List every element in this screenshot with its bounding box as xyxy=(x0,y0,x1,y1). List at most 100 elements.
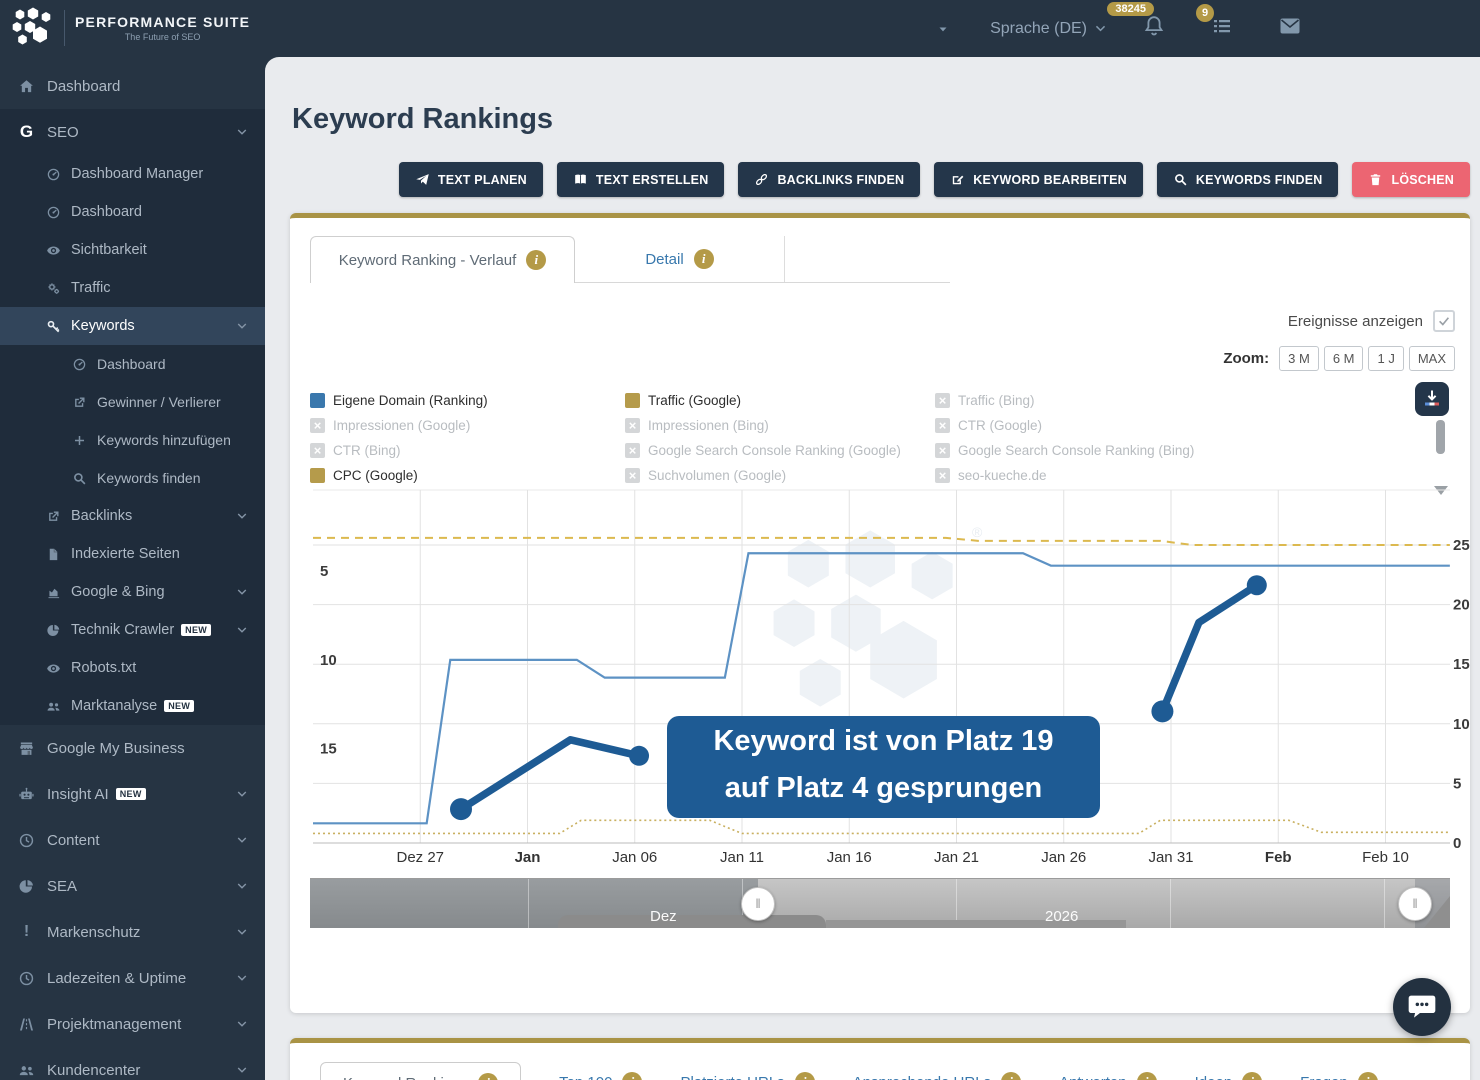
legend-item-impressionen-bing[interactable]: × Impressionen (Bing) xyxy=(625,413,935,438)
text-planen-button[interactable]: TEXT PLANEN xyxy=(398,162,543,197)
sidebar-item-kundencenter[interactable]: Kundencenter xyxy=(0,1047,265,1080)
tab-label: Keyword Rankings xyxy=(343,1075,468,1080)
löschen-button[interactable]: LÖSCHEN xyxy=(1352,162,1470,197)
zoom-1-j-button[interactable]: 1 J xyxy=(1368,346,1404,371)
backlinks-finden-button[interactable]: BACKLINKS FINDEN xyxy=(738,162,921,197)
legend-item-traffic-google[interactable]: Traffic (Google) xyxy=(625,388,935,413)
info-icon[interactable]: i xyxy=(526,250,547,270)
series-eigene-domain-ranking[interactable] xyxy=(313,552,1450,825)
keyword-bearbeiten-button[interactable]: KEYWORD BEARBEITEN xyxy=(934,162,1143,197)
download-chart-button[interactable] xyxy=(1415,382,1449,416)
legend-item-google-search-console-ranking-bing[interactable]: × Google Search Console Ranking (Bing) xyxy=(935,438,1420,463)
sidebar-item-projektmanagement[interactable]: Projektmanagement xyxy=(0,1001,265,1047)
sidebar-item-dashboard[interactable]: Dashboard xyxy=(0,345,265,383)
sidebar-item-dashboard[interactable]: Dashboard xyxy=(0,193,265,231)
button-label: KEYWORDS FINDEN xyxy=(1195,172,1323,187)
legend-item-traffic-bing[interactable]: × Traffic (Bing) xyxy=(935,388,1420,413)
tab-keyword-ranking-verlauf[interactable]: Keyword Ranking - Verlauf i xyxy=(310,236,575,283)
legend-label: CPC (Google) xyxy=(333,468,418,483)
x-axis-tick: Jan xyxy=(515,849,541,866)
events-checkbox[interactable] xyxy=(1433,310,1455,332)
legend-swatch xyxy=(310,393,325,408)
navigator-left-handle[interactable]: ‖ xyxy=(741,887,775,921)
legend-item-suchvolumen-google[interactable]: × Suchvolumen (Google) xyxy=(625,463,935,488)
legend-label: Eigene Domain (Ranking) xyxy=(333,393,488,408)
messages-button[interactable] xyxy=(1278,14,1302,43)
sidebar-item-sea[interactable]: SEA xyxy=(0,863,265,909)
zoom-3-m-button[interactable]: 3 M xyxy=(1279,346,1319,371)
notifications-badge: 38245 xyxy=(1107,2,1154,16)
bottom-tab-platzierte-urls[interactable]: Platzierte URLs i xyxy=(680,1062,815,1080)
users-icon xyxy=(18,1062,35,1079)
chart-range-navigator[interactable]: Dez 2026 ‖ ‖ xyxy=(310,878,1450,928)
page-title: Keyword Rankings xyxy=(292,103,554,135)
legend-item-impressionen-google[interactable]: × Impressionen (Google) xyxy=(310,413,625,438)
info-icon[interactable]: i xyxy=(1001,1072,1022,1080)
sidebar-item-keywords-hinzufügen[interactable]: Keywords hinzufügen xyxy=(0,421,265,459)
sidebar-item-keywords[interactable]: Keywords xyxy=(0,307,265,345)
sidebar-item-label: Content xyxy=(47,831,100,849)
sidebar-item-backlinks[interactable]: Backlinks xyxy=(0,497,265,535)
bottom-tab-top-100[interactable]: Top 100 i xyxy=(559,1062,643,1080)
tasks-list-button[interactable]: 9 xyxy=(1196,4,1234,43)
legend-label: Traffic (Google) xyxy=(648,393,742,408)
legend-item-seo-kueche-de[interactable]: × seo-kueche.de xyxy=(935,463,1420,488)
info-icon[interactable]: i xyxy=(622,1072,643,1080)
sidebar-item-marktanalyse[interactable]: Marktanalyse NEW xyxy=(0,687,265,725)
sidebar-item-ladezeiten-uptime[interactable]: Ladezeiten & Uptime xyxy=(0,955,265,1001)
sidebar-item-dashboard[interactable]: Dashboard xyxy=(0,63,265,109)
sidebar-item-label: Keywords xyxy=(71,318,135,334)
info-icon[interactable]: i xyxy=(693,249,714,269)
x-axis-tick: Jan 26 xyxy=(1041,849,1086,866)
series-traffic-google[interactable] xyxy=(313,819,1450,835)
sidebar-item-sichtbarkeit[interactable]: Sichtbarkeit xyxy=(0,231,265,269)
sidebar-item-markenschutz[interactable]: ! Markenschutz xyxy=(0,909,265,955)
bottom-tab-ansprechende-urls[interactable]: Ansprechende URLs i xyxy=(853,1062,1022,1080)
x-axis-tick: Jan 16 xyxy=(827,849,872,866)
keywords-finden-button[interactable]: KEYWORDS FINDEN xyxy=(1156,162,1339,197)
sidebar-item-keywords-finden[interactable]: Keywords finden xyxy=(0,459,265,497)
notifications-bell[interactable]: 38245 xyxy=(1107,2,1166,43)
sidebar-item-dashboard-manager[interactable]: Dashboard Manager xyxy=(0,155,265,193)
performance-suite-logo-icon xyxy=(10,7,58,49)
zoom-max-button[interactable]: MAX xyxy=(1408,346,1455,371)
sidebar-item-traffic[interactable]: Traffic xyxy=(0,269,265,307)
tab-detail[interactable]: Detail i xyxy=(575,236,785,282)
navigator-right-handle[interactable]: ‖ xyxy=(1398,887,1432,921)
legend-item-eigene-domain-ranking[interactable]: Eigene Domain (Ranking) xyxy=(310,388,625,413)
bottom-tab-ideen[interactable]: Ideen i xyxy=(1195,1062,1263,1080)
info-icon[interactable]: i xyxy=(794,1072,815,1080)
bottom-tab-antworten[interactable]: Antworten i xyxy=(1059,1062,1157,1080)
sidebar-item-content[interactable]: Content xyxy=(0,817,265,863)
info-icon[interactable]: i xyxy=(1136,1072,1157,1080)
zoom-6-m-button[interactable]: 6 M xyxy=(1323,346,1364,371)
legend-item-cpc-google[interactable]: CPC (Google) xyxy=(310,463,625,488)
info-icon[interactable]: i xyxy=(1357,1072,1378,1080)
support-chat-button[interactable] xyxy=(1393,978,1451,1036)
sidebar-item-indexierte-seiten[interactable]: Indexierte Seiten xyxy=(0,535,265,573)
series-cpc-google[interactable] xyxy=(313,536,1450,546)
caret-down-icon[interactable] xyxy=(936,22,950,36)
sidebar-item-google-my-business[interactable]: Google My Business xyxy=(0,725,265,771)
scrollbar-thumb[interactable] xyxy=(1436,420,1445,454)
check-icon xyxy=(1437,314,1451,328)
bottom-tab-fragen[interactable]: Fragen i xyxy=(1300,1062,1378,1080)
legend-item-google-search-console-ranking-google[interactable]: × Google Search Console Ranking (Google) xyxy=(625,438,935,463)
info-icon[interactable]: i xyxy=(1242,1072,1263,1080)
text-erstellen-button[interactable]: TEXT ERSTELLEN xyxy=(556,162,725,197)
legend-item-ctr-google[interactable]: × CTR (Google) xyxy=(935,413,1420,438)
ranking-chart[interactable]: 5 10 15 25 20 15 10 5 0 Dez 27 Jan Jan 06 Jan 11 Jan … xyxy=(300,486,1470,876)
sidebar-item-robots-txt[interactable]: Robots.txt xyxy=(0,649,265,687)
sidebar-item-google-bing[interactable]: Google & Bing xyxy=(0,573,265,611)
sidebar-item-gewinner-verlierer[interactable]: Gewinner / Verlierer xyxy=(0,383,265,421)
sidebar-item-insight-ai[interactable]: Insight AI NEW xyxy=(0,771,265,817)
language-selector[interactable]: Sprache (DE) xyxy=(990,20,1108,38)
bottom-tab-keyword-rankings[interactable]: Keyword Rankings i xyxy=(320,1062,522,1080)
list-icon xyxy=(1210,14,1234,38)
sidebar-item-technik-crawler[interactable]: Technik Crawler NEW xyxy=(0,611,265,649)
info-icon[interactable]: i xyxy=(478,1073,499,1080)
brand: PERFORMANCE SUITE The Future of SEO xyxy=(10,7,250,49)
legend-item-ctr-bing[interactable]: × CTR (Bing) xyxy=(310,438,625,463)
sidebar-item-seo[interactable]: G SEO xyxy=(0,109,265,155)
